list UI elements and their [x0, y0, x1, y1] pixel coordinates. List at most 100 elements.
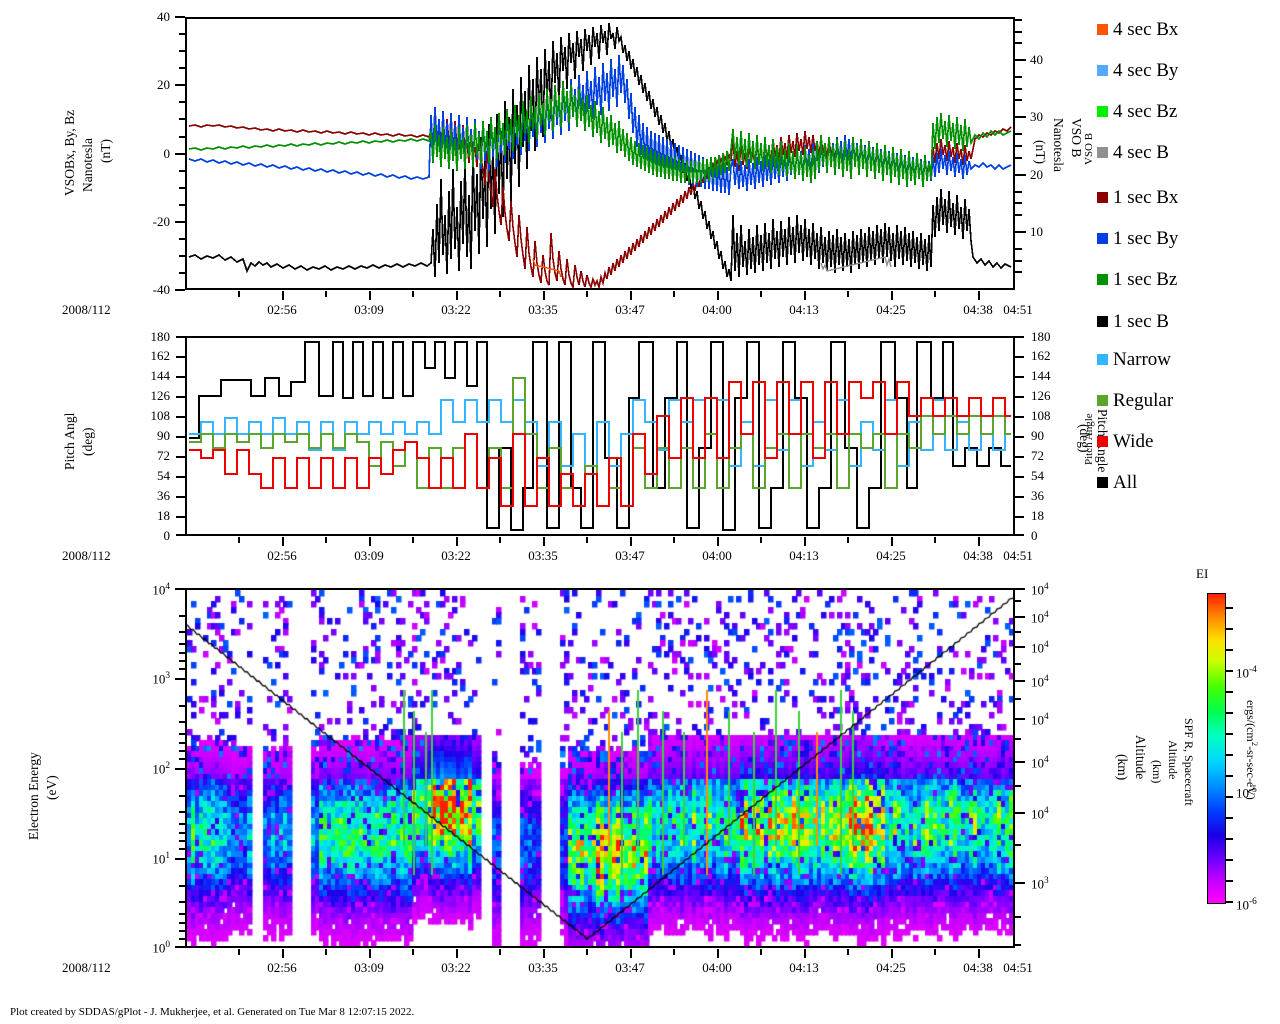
p3-xtick-7: 04:25 [876, 960, 906, 975]
p3-rtick-3: 104 [1031, 674, 1049, 690]
legend-item-label: 4 sec By [1113, 60, 1179, 81]
legend-item-wide[interactable]: Wide [1097, 432, 1153, 451]
legend-item-1-sec-bx[interactable]: 1 sec Bx [1097, 188, 1178, 207]
legend-swatch-icon [1097, 395, 1108, 406]
p2-xtick-1: 03:09 [354, 548, 384, 563]
p3-xtick-0: 02:56 [267, 960, 297, 975]
legend-item-label: 1 sec By [1113, 228, 1179, 249]
colorbar-side-label: SPF R, Spacecraft [1182, 718, 1196, 806]
legend-item-label: 1 sec Bx [1113, 187, 1179, 208]
p2-xtick-6: 04:13 [789, 548, 819, 563]
p2-rtick-108: 108 [1031, 408, 1051, 423]
legend-item-label: 4 sec Bx [1113, 19, 1179, 40]
p3-rtick-6: 104 [1031, 806, 1049, 822]
p1-xtick-7: 04:25 [876, 302, 906, 317]
p1-ylabel-left-units: (nT) [98, 139, 113, 163]
p1-rtick-10: 10 [1030, 224, 1043, 239]
p2-xtick-5: 04:00 [702, 548, 732, 563]
p2-rtick-0: 0 [1031, 528, 1038, 543]
legend-item-4-sec-by[interactable]: 4 sec By [1097, 61, 1178, 80]
legend-item-narrow[interactable]: Narrow [1097, 350, 1171, 369]
p2-ytick-108: 108 [150, 408, 171, 423]
p2-xtick-8: 04:38 [963, 548, 993, 563]
p1-xtick-2: 03:22 [441, 302, 471, 317]
p2-ytick-144: 144 [150, 368, 171, 383]
p2-rtick-90: 90 [1031, 428, 1044, 443]
legend-item-1-sec-b[interactable]: 1 sec B [1097, 312, 1169, 331]
p2-rtick-144: 144 [1031, 368, 1051, 383]
p2-ytick-90: 90 [157, 428, 170, 443]
figure-caption: Plot created by SDDAS/gPlot - J. Mukherj… [10, 1006, 415, 1018]
p3-xtick-3: 03:35 [528, 960, 558, 975]
legend-group-pitch-angle: Pitch Angle [1083, 413, 1095, 465]
p2-xtick-2: 03:22 [441, 548, 471, 563]
panel-magnetometer [185, 17, 1015, 290]
p3-rtick-1: 104 [1031, 610, 1049, 626]
legend-item-4-sec-bz[interactable]: 4 sec Bz [1097, 102, 1177, 121]
p1-rtick-20: 20 [1030, 167, 1043, 182]
p2-ytick-18: 18 [157, 508, 170, 523]
p3-xtick-5: 04:00 [702, 960, 732, 975]
p2-ylabel-left: Pitch Angl [62, 412, 77, 470]
p2-ylabel-left-units: (deg) [80, 427, 95, 456]
p3-ylabel-right: Altitude [1133, 735, 1148, 780]
legend-item-label: 1 sec B [1113, 311, 1169, 332]
legend-swatch-icon [1097, 65, 1108, 76]
legend-item-4-sec-b[interactable]: 4 sec B [1097, 143, 1169, 162]
p2-xtick-7: 04:25 [876, 548, 906, 563]
cbar-tick-1e-6: 10-6 [1236, 897, 1257, 913]
p2-rtick-72: 72 [1031, 448, 1044, 463]
p2-rtick-36: 36 [1031, 488, 1044, 503]
p1-ylabel-right-units: (nT) [1033, 140, 1048, 164]
legend-item-regular[interactable]: Regular [1097, 391, 1173, 410]
legend-item-1-sec-by[interactable]: 1 sec By [1097, 229, 1178, 248]
p1-xtick-4: 03:47 [615, 302, 645, 317]
legend-swatch-icon [1097, 274, 1108, 285]
p2-ytick-0: 0 [163, 528, 171, 543]
p2-rtick-18: 18 [1031, 508, 1044, 523]
p1-xtick-1: 03:09 [354, 302, 384, 317]
p3-ylabel-left-units: (eV) [44, 775, 59, 800]
legend-swatch-icon [1097, 354, 1108, 365]
p1-date-label: 2008/112 [62, 302, 111, 317]
legend-item-label: All [1113, 472, 1138, 493]
legend-item-all[interactable]: All [1097, 473, 1137, 492]
p2-ytick-72: 72 [157, 448, 170, 463]
p3-ylabel-right-units: (km) [1115, 754, 1130, 781]
legend-item-4-sec-bx[interactable]: 4 sec Bx [1097, 20, 1178, 39]
cbar-tick-1e-4: 10-4 [1236, 665, 1257, 681]
p2-ytick-162: 162 [150, 348, 171, 363]
p3-ytick-1e2: 102 [152, 761, 170, 777]
p1-xtick-8: 04:38 [963, 302, 993, 317]
p3-xtick-2: 03:22 [441, 960, 471, 975]
p3-ytick-1e1: 101 [152, 851, 170, 867]
p2-rtick-54: 54 [1031, 468, 1044, 483]
legend-item-label: Narrow [1113, 349, 1172, 370]
p2-ytick-36: 36 [157, 488, 170, 503]
p3-ytick-1e3: 103 [152, 671, 170, 687]
spectrogram-canvas [187, 590, 1013, 946]
p3-xtick-4: 03:47 [615, 960, 645, 975]
p3-xtick-1: 03:09 [354, 960, 384, 975]
p1-xtick-3: 03:35 [528, 302, 558, 317]
p3-rtick-5: 104 [1031, 755, 1049, 771]
p3-rtick-4: 104 [1031, 712, 1049, 728]
colorbar-units: ergs/(cm2-sr-sec-eV) [1244, 700, 1260, 800]
legend-item-1-sec-bz[interactable]: 1 sec Bz [1097, 270, 1177, 289]
magnetometer-plot-svg [188, 22, 1012, 288]
p3-ytick-1e4: 104 [152, 582, 170, 598]
p2-xtick-9: 04:51 [1003, 548, 1033, 563]
p1-rtick-40: 40 [1030, 52, 1043, 67]
panel-pitch-angle [185, 336, 1015, 536]
cbar-tick-1e-5: 10-5 [1236, 785, 1257, 801]
p2-xtick-3: 03:35 [528, 548, 558, 563]
legend-swatch-icon [1097, 24, 1108, 35]
p1-rtick-30: 30 [1030, 109, 1043, 124]
p1-ylabel-right2: Nanotesla [1051, 118, 1066, 172]
legend-swatch-icon [1097, 436, 1108, 447]
p1-ytick-0: 0 [163, 146, 171, 161]
p1-xtick-6: 04:13 [789, 302, 819, 317]
colorbar-side-label2: Altitude [1166, 740, 1180, 780]
p2-rtick-162: 162 [1031, 348, 1051, 363]
